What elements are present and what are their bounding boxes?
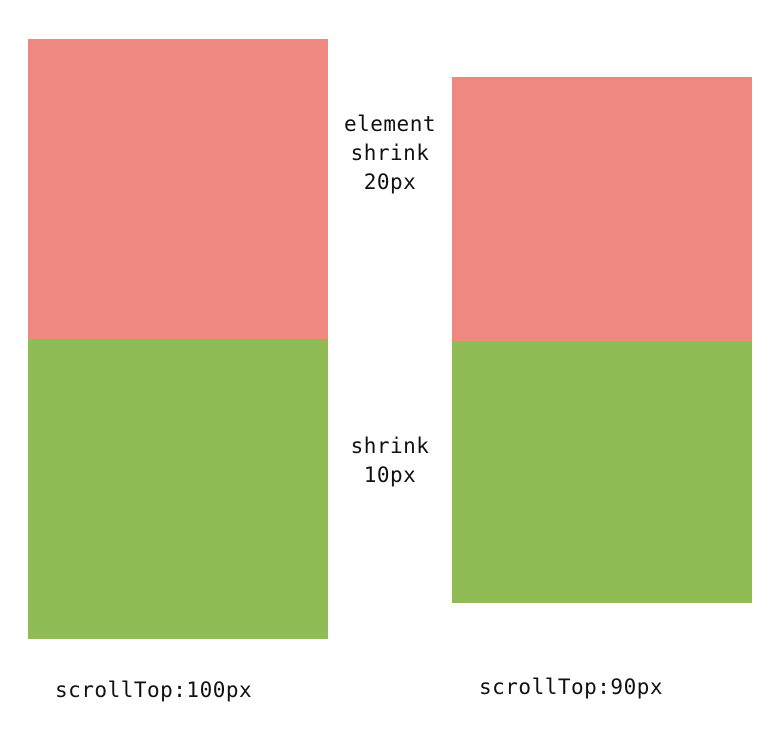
shrink-annotation: shrink 10px [325, 432, 455, 490]
annotation-line: shrink [350, 434, 430, 458]
annotation-line: element [343, 112, 436, 136]
right-bottom-block [452, 341, 752, 603]
left-caption: scrollTop:100px [55, 678, 253, 702]
left-top-block [28, 39, 328, 339]
annotation-line: 10px [363, 463, 417, 487]
right-caption: scrollTop:90px [479, 675, 664, 699]
left-bottom-block [28, 339, 328, 639]
right-top-block [452, 77, 752, 341]
element-shrink-annotation: element shrink 20px [325, 110, 455, 197]
annotation-line: 20px [363, 170, 417, 194]
annotation-line: shrink [350, 141, 430, 165]
